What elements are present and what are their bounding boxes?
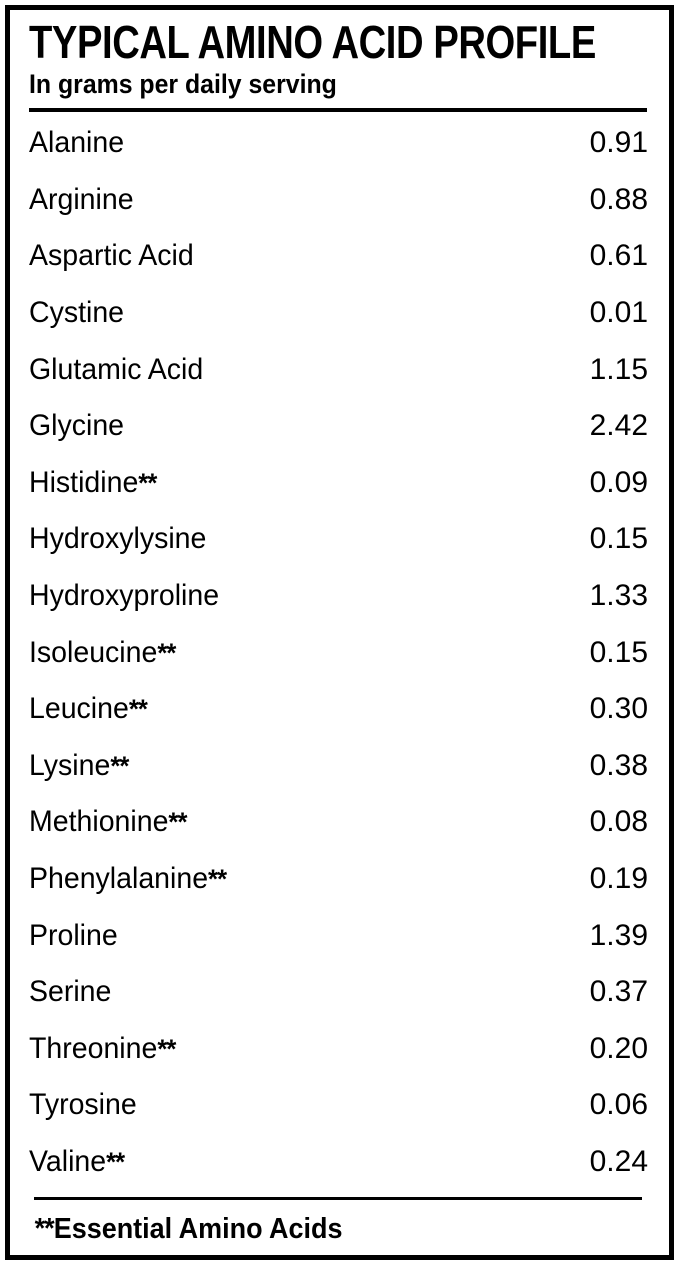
amino-acid-value: 1.39: [589, 918, 648, 952]
amino-acid-name-text: Histidine: [29, 465, 139, 499]
amino-acid-name: Lysine**: [29, 748, 129, 782]
panel-subtitle: In grams per daily serving: [29, 69, 337, 99]
amino-acid-value: 2.42: [589, 409, 648, 443]
essential-marker: **: [208, 864, 227, 895]
amino-acid-value: 0.91: [589, 126, 648, 160]
amino-acid-name: Cystine: [29, 296, 125, 330]
table-row: Valine** 0.24: [29, 1134, 650, 1191]
table-row: Cystine 0.01: [29, 285, 650, 342]
amino-acid-name: Alanine: [29, 126, 125, 160]
essential-marker: **: [168, 807, 187, 838]
amino-acid-name-text: Threonine: [29, 1031, 158, 1065]
essential-marker: **: [106, 1146, 125, 1177]
amino-acid-name: Hydroxylysine: [29, 522, 207, 556]
amino-acid-name: Serine: [29, 975, 112, 1009]
amino-acid-name-text: Leucine: [29, 692, 129, 726]
table-row: Tyrosine 0.06: [29, 1077, 650, 1134]
amino-acid-name: Arginine: [29, 182, 134, 216]
footnote-text: Essential Amino Acids: [53, 1213, 343, 1245]
amino-acid-value: 0.09: [589, 465, 648, 499]
table-row: Threonine** 0.20: [29, 1021, 650, 1078]
table-row: Alanine 0.91: [29, 115, 650, 172]
amino-acid-profile-panel: TYPICAL AMINO ACID PROFILE In grams per …: [5, 5, 674, 1260]
essential-marker: **: [110, 750, 129, 781]
table-row: Methionine** 0.08: [29, 794, 650, 851]
amino-acid-name: Hydroxyproline: [29, 579, 220, 613]
amino-acid-value: 0.19: [589, 862, 648, 896]
amino-acid-name-text: Phenylalanine: [29, 862, 209, 896]
panel-footer: **Essential Amino Acids: [29, 1197, 650, 1255]
essential-marker: **: [157, 637, 176, 668]
table-row: Hydroxylysine 0.15: [29, 511, 650, 568]
amino-acid-name: Threonine**: [29, 1031, 176, 1065]
table-row: Arginine 0.88: [29, 172, 650, 229]
essential-marker: **: [128, 694, 148, 725]
table-row: Proline 1.39: [29, 907, 650, 964]
footer-divider: [34, 1197, 642, 1200]
amino-acid-name: Leucine**: [29, 692, 148, 726]
table-row: Hydroxyproline 1.33: [29, 568, 650, 625]
amino-acid-value: 0.88: [589, 182, 648, 216]
amino-acid-name: Methionine**: [29, 805, 187, 839]
amino-acid-name: Aspartic Acid: [29, 239, 194, 273]
footnote-marker: **: [34, 1213, 55, 1245]
amino-acid-name: Glycine: [29, 409, 125, 443]
essential-marker: **: [138, 467, 157, 498]
table-row: Glutamic Acid 1.15: [29, 341, 650, 398]
amino-acid-name: Histidine**: [29, 465, 157, 499]
amino-acid-name: Tyrosine: [29, 1088, 137, 1122]
amino-acid-value: 0.01: [589, 296, 648, 330]
amino-acid-value: 0.06: [589, 1088, 648, 1122]
amino-acid-name-text: Valine: [29, 1144, 107, 1178]
amino-acid-value: 1.15: [589, 352, 648, 386]
page-title: TYPICAL AMINO ACID PROFILE: [29, 16, 596, 68]
header-divider: [29, 108, 647, 112]
table-row: Histidine** 0.09: [29, 455, 650, 512]
amino-acid-value: 0.37: [589, 975, 648, 1009]
table-row: Isoleucine** 0.15: [29, 624, 650, 681]
amino-acid-value: 0.08: [589, 805, 648, 839]
panel-header: TYPICAL AMINO ACID PROFILE In grams per …: [29, 10, 650, 112]
amino-acid-value: 0.24: [589, 1144, 648, 1178]
amino-acid-value: 0.61: [589, 239, 648, 273]
amino-acid-name: Glutamic Acid: [29, 352, 204, 386]
essential-marker: **: [157, 1033, 176, 1064]
table-row: Lysine** 0.38: [29, 738, 650, 795]
amino-acid-value: 0.30: [589, 692, 648, 726]
amino-acid-name-text: Isoleucine: [29, 635, 158, 669]
amino-acid-value: 0.15: [589, 635, 648, 669]
table-row: Aspartic Acid 0.61: [29, 228, 650, 285]
amino-acid-value: 0.15: [589, 522, 648, 556]
table-row: Phenylalanine** 0.19: [29, 851, 650, 908]
amino-acid-name: Proline: [29, 918, 118, 952]
essential-amino-acids-note: **Essential Amino Acids: [29, 1200, 607, 1245]
amino-acid-name: Isoleucine**: [29, 635, 176, 669]
amino-acid-name: Phenylalanine**: [29, 862, 227, 896]
amino-acid-name-text: Methionine: [29, 805, 169, 839]
amino-acid-name: Valine**: [29, 1144, 125, 1178]
amino-acid-table: Alanine 0.91 Arginine 0.88 Aspartic Acid 0.61…: [29, 112, 650, 1197]
amino-acid-name-text: Lysine: [29, 748, 111, 782]
amino-acid-value: 0.38: [589, 748, 648, 782]
table-row: Leucine** 0.30: [29, 681, 650, 738]
table-row: Glycine 2.42: [29, 398, 650, 455]
amino-acid-value: 0.20: [589, 1031, 648, 1065]
table-row: Serine 0.37: [29, 964, 650, 1021]
amino-acid-value: 1.33: [589, 579, 648, 613]
